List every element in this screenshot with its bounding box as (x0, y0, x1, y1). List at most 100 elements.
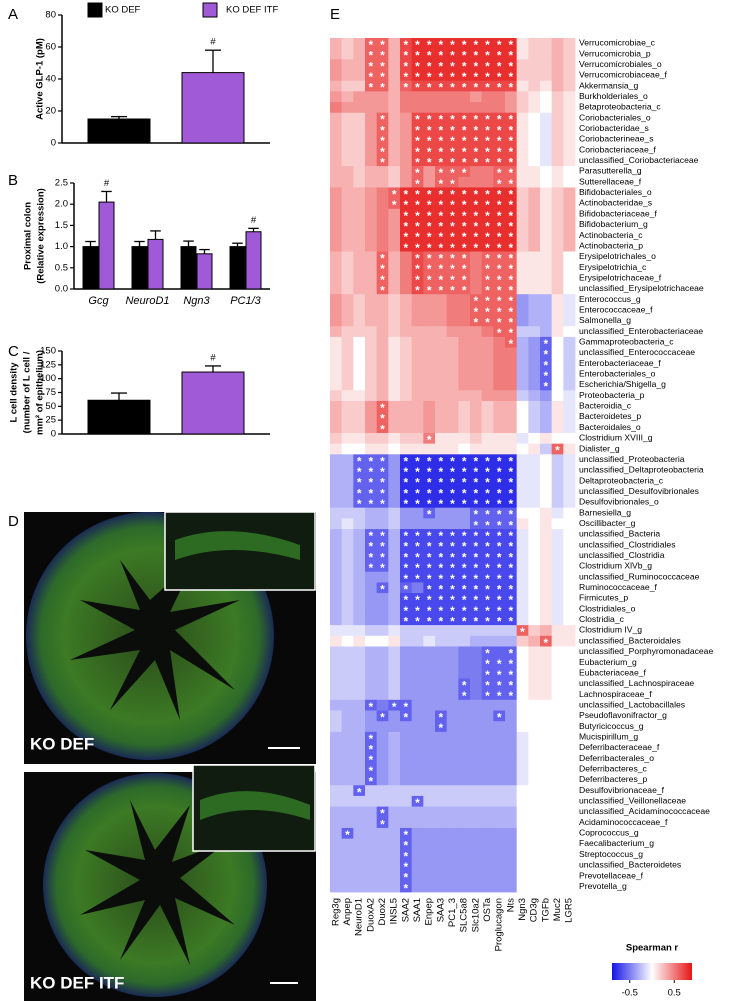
heatmap-cell (341, 272, 354, 284)
heatmap-cell (505, 571, 518, 583)
heatmap-cell (528, 539, 541, 551)
significance-star: * (380, 497, 385, 511)
significance-star: * (485, 550, 490, 564)
heatmap-cell (481, 763, 494, 775)
heatmap-cell (400, 795, 413, 807)
heatmap-cell (388, 230, 401, 242)
heatmap-cell (353, 283, 366, 295)
significance-star: * (403, 476, 408, 490)
row-label: Deferribacteraceae_f (579, 742, 660, 752)
heatmap-cell (528, 443, 541, 455)
heatmap-cell (540, 870, 553, 882)
heatmap-cell (528, 38, 541, 50)
significance-star: * (368, 486, 373, 500)
heatmap-cell (400, 198, 413, 210)
heatmap-cell (388, 550, 401, 562)
heatmap-cell (435, 283, 448, 295)
significance-star: * (380, 711, 385, 725)
heatmap-cell (411, 497, 424, 509)
heatmap-cell (330, 219, 343, 231)
heatmap-cell (563, 667, 576, 679)
heatmap-cell (540, 336, 553, 348)
row-label: Parasutterella_g (579, 166, 642, 176)
heatmap-cell (446, 283, 459, 295)
heatmap-cell (528, 742, 541, 754)
heatmap-cell (505, 144, 518, 156)
heatmap-cell (446, 390, 459, 402)
heatmap-cell (516, 91, 529, 103)
column-label: Nts (505, 898, 516, 913)
heatmap-cell (470, 539, 483, 551)
heatmap-cell (341, 838, 354, 850)
significance-star: * (543, 636, 548, 650)
heatmap-cell (376, 304, 389, 316)
heatmap-cell (458, 134, 471, 146)
micrograph-label: KO DEF ITF (30, 973, 124, 992)
heatmap-cell (458, 710, 471, 722)
heatmap-cell (493, 646, 506, 658)
heatmap-cell (341, 710, 354, 722)
heatmap-cell (516, 198, 529, 210)
significance-star: * (427, 155, 432, 169)
heatmap-cell (563, 272, 576, 284)
heatmap-cell (481, 38, 494, 50)
heatmap-cell (330, 400, 343, 413)
significance-mark: # (104, 178, 110, 189)
heatmap-cell (411, 283, 424, 295)
heatmap-cell (411, 817, 424, 829)
heatmap-cell (341, 326, 354, 338)
heatmap-cell (365, 443, 378, 455)
row-label: Actinobacteridae_s (579, 198, 652, 208)
heatmap-cell (458, 48, 471, 60)
heatmap-cell (388, 70, 401, 82)
heatmap-cell (435, 379, 448, 391)
heatmap-cell (353, 731, 366, 743)
significance-star: * (438, 177, 443, 191)
heatmap-cell (435, 91, 448, 103)
significance-star: * (368, 497, 373, 511)
significance-star: * (485, 59, 490, 73)
heatmap-cell (563, 390, 576, 402)
heatmap-cell (505, 774, 518, 786)
significance-star: * (450, 70, 455, 84)
heatmap-cell (353, 507, 366, 519)
heatmap-cell (446, 102, 459, 114)
heatmap-cell (458, 80, 471, 92)
heatmap-cell (458, 112, 471, 124)
heatmap-cell (341, 454, 354, 466)
significance-star: * (427, 123, 432, 137)
heatmap-cell (470, 379, 483, 391)
significance-star: * (368, 465, 373, 479)
significance-star: * (450, 550, 455, 564)
heatmap-cell (353, 230, 366, 242)
significance-star: * (450, 454, 455, 468)
heatmap-cell (330, 763, 343, 775)
heatmap-cell (446, 198, 459, 210)
significance-star: * (462, 604, 467, 618)
heatmap-cell (481, 859, 494, 872)
heatmap-cell (423, 219, 436, 231)
significance-star: * (508, 337, 513, 351)
heatmap-cell (365, 817, 378, 829)
heatmap-cell (365, 262, 378, 274)
heatmap-cell (411, 102, 424, 114)
heatmap-cell (330, 336, 343, 348)
heatmap-cell (341, 475, 354, 487)
heatmap-cell (353, 123, 366, 135)
heatmap-cell (341, 486, 354, 498)
heatmap-cell (528, 817, 541, 829)
heatmap-cell (540, 806, 553, 818)
heatmap-cell (376, 657, 389, 669)
heatmap-cell (400, 497, 413, 509)
heatmap-cell (540, 155, 553, 167)
heatmap-cell (551, 347, 564, 359)
heatmap-cell (435, 838, 448, 850)
significance-star: * (403, 230, 408, 244)
significance-star: * (415, 134, 420, 148)
heatmap-cell (388, 785, 401, 797)
heatmap-cell (528, 859, 541, 872)
heatmap-cell (481, 70, 494, 82)
heatmap-cell (341, 625, 354, 637)
heatmap-cell (330, 240, 343, 252)
significance-star: * (415, 145, 420, 159)
